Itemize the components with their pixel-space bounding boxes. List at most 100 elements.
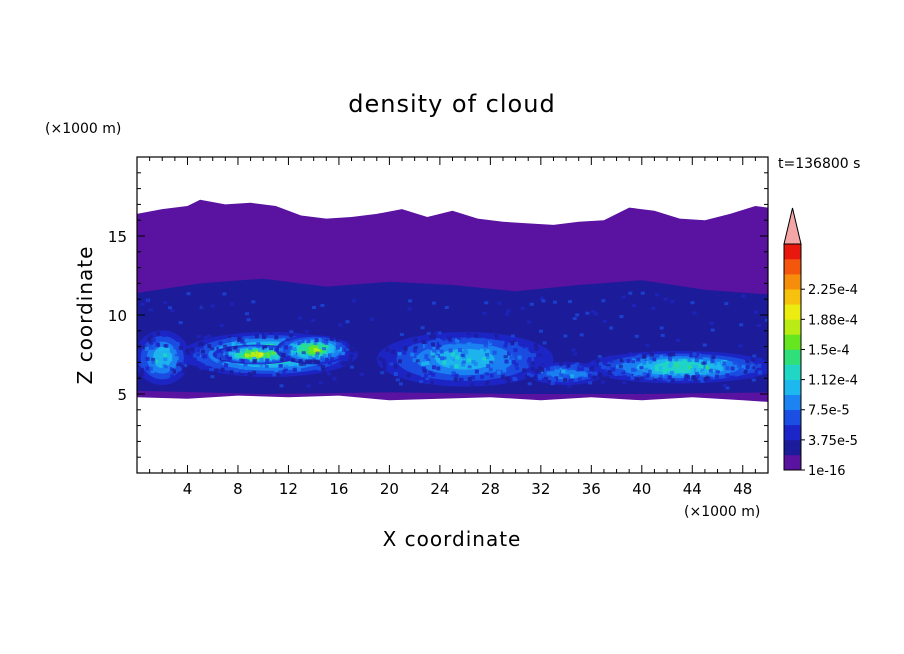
cloud-cell — [467, 365, 472, 369]
cloud-cell — [314, 338, 319, 343]
cloud-cell — [428, 354, 433, 359]
cloud-cell — [218, 349, 223, 354]
cloud-cell — [522, 368, 527, 373]
cloud-cell — [494, 334, 499, 339]
x-tick-label: 16 — [329, 480, 348, 498]
cloud-cell — [246, 349, 251, 354]
cloud-cell — [349, 348, 354, 353]
cloud-cell — [674, 363, 679, 368]
cloud-cell — [305, 359, 310, 364]
cloud-cell — [408, 299, 413, 303]
colorbar-label: 1.12e-4 — [808, 374, 858, 389]
cloud-cell — [426, 380, 431, 385]
cloud-cell — [488, 367, 493, 372]
cloud-cell — [641, 355, 646, 359]
cloud-cell — [682, 305, 686, 309]
cloud-cell — [155, 342, 160, 347]
cloud-cell — [706, 360, 711, 365]
cloud-cell — [207, 344, 212, 349]
cloud-cell — [449, 365, 454, 370]
cloud-cell — [447, 307, 452, 311]
cloud-cell — [484, 301, 489, 305]
cloud-cell — [619, 368, 624, 373]
cloud-cell — [436, 341, 441, 346]
cloud-cell — [441, 336, 446, 341]
cloud-cell — [424, 353, 429, 357]
cloud-cell — [710, 328, 715, 332]
cloud-cell — [289, 330, 294, 334]
cloud-cell — [169, 370, 173, 374]
cloud-cell — [203, 335, 208, 339]
cloud-cell — [331, 352, 336, 357]
cloud-cell — [510, 334, 515, 338]
cloud-cell — [221, 356, 226, 361]
cloud-cell — [318, 348, 323, 353]
cloud-cell — [308, 355, 313, 360]
cloud-cell — [714, 374, 719, 379]
cloud-cell — [290, 343, 295, 348]
cloud-cell — [259, 358, 264, 362]
cloud-cell — [352, 299, 357, 303]
cloud-cell — [318, 345, 323, 350]
cloud-cell — [497, 301, 502, 305]
cloud-cell — [682, 359, 687, 364]
cloud-cell — [297, 341, 302, 346]
cloud-cell — [232, 348, 237, 353]
cloud-cell — [434, 355, 439, 360]
cloud-cell — [710, 360, 715, 364]
cloud-cell — [148, 334, 153, 339]
cloud-cell — [314, 354, 319, 359]
cloud-cell — [570, 374, 575, 379]
cloud-cell — [322, 347, 327, 351]
cloud-cell — [223, 344, 228, 348]
cloud-cell — [605, 375, 610, 379]
cloud-cell — [205, 362, 210, 366]
cloud-cell — [425, 376, 430, 380]
cloud-cell — [318, 381, 323, 385]
cloud-cell — [235, 348, 240, 353]
cloud-cell — [354, 302, 359, 305]
cloud-cell — [304, 347, 309, 352]
cloud-cell — [369, 317, 374, 321]
cloud-cell — [517, 355, 522, 360]
cloud-cell — [184, 336, 189, 340]
cloud-cell — [664, 291, 669, 295]
cloud-cell — [210, 347, 215, 351]
colorbar-segment — [784, 409, 801, 426]
cloud-cell — [575, 362, 580, 366]
cloud-cell — [304, 353, 309, 358]
cloud-cell — [694, 358, 699, 363]
cloud-cell — [526, 372, 531, 376]
cloud-cell — [695, 374, 700, 379]
cloud-cell — [174, 356, 179, 361]
cloud-cell — [324, 357, 329, 362]
cloud-cell — [428, 345, 433, 350]
cloud-cell — [167, 306, 172, 310]
cloud-cell — [148, 339, 153, 344]
cloud-cell — [147, 337, 152, 342]
cloud-cell — [263, 332, 268, 337]
cloud-cell — [541, 311, 546, 315]
cloud-cell — [320, 304, 325, 307]
cloud-cell — [481, 337, 485, 341]
colorbar-label: 1e-16 — [808, 464, 846, 479]
cloud-cell — [471, 359, 476, 364]
cloud-cell — [470, 383, 475, 387]
cloud-cell — [682, 379, 687, 383]
cloud-cell — [344, 357, 349, 362]
x-tick-label: 20 — [380, 480, 399, 498]
cloud-cell — [161, 346, 166, 351]
y-axis-ticks: 5 10 15 — [108, 172, 768, 458]
cloud-cell — [478, 340, 483, 345]
cloud-cell — [399, 333, 404, 336]
cloud-cell — [185, 348, 190, 353]
cloud-cell — [703, 357, 708, 362]
cloud-cell — [291, 357, 296, 362]
cloud-cell — [317, 364, 322, 369]
cloud-cell — [491, 335, 495, 340]
cloud-cell — [425, 361, 430, 365]
cloud-cell — [580, 340, 585, 344]
cloud-cell — [562, 373, 567, 378]
cloud-cell — [507, 351, 512, 356]
cloud-cell — [609, 375, 614, 378]
